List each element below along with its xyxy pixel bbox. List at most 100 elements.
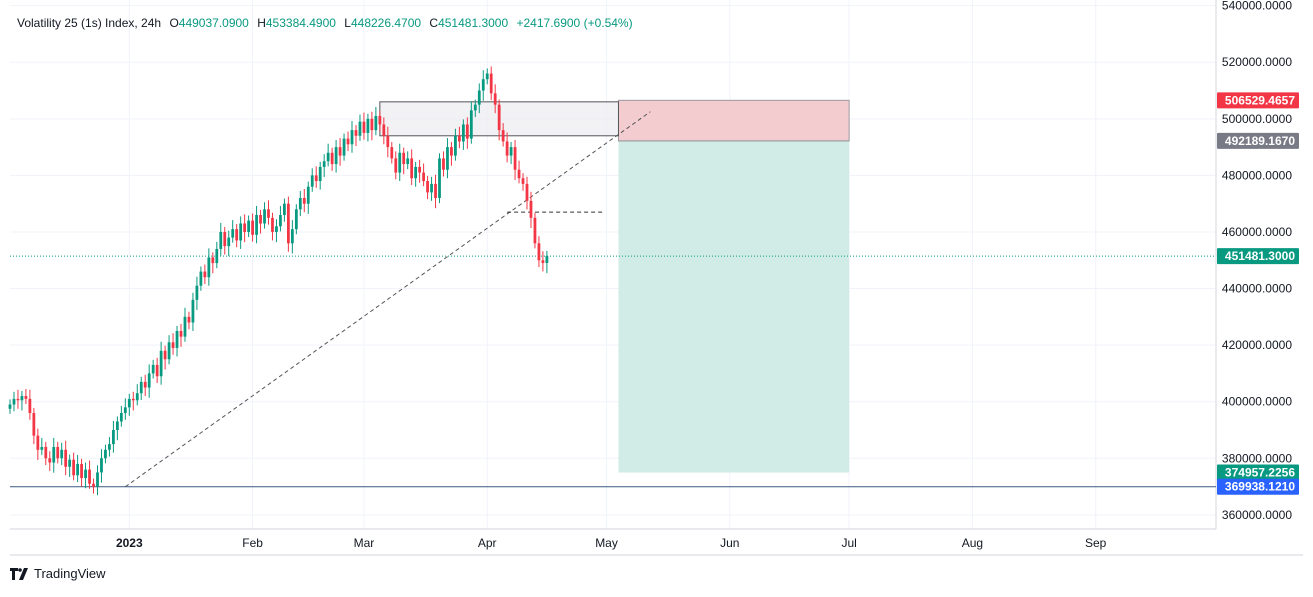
candle-body — [207, 257, 211, 278]
support-price-tag-text: 369938.1210 — [1225, 480, 1295, 494]
candle-body — [171, 342, 175, 348]
candle-body — [12, 398, 16, 405]
candle-body — [450, 147, 453, 156]
candle-body — [294, 209, 298, 230]
candle-body — [76, 463, 79, 476]
candle-body — [438, 158, 441, 199]
candle-body — [497, 104, 501, 131]
time-tick-label: Sep — [1085, 536, 1107, 550]
candle-body — [322, 161, 326, 167]
candle-body — [505, 141, 509, 156]
time-tick-label: Aug — [962, 536, 983, 550]
candle-body — [223, 231, 227, 247]
candle-body — [454, 135, 457, 156]
candle-body — [386, 135, 390, 148]
candle-body — [358, 121, 362, 136]
candle-body — [16, 398, 20, 401]
candle-body — [430, 183, 433, 193]
symbol-name: Volatility 25 (1s) Index, 24h — [17, 16, 162, 30]
time-tick-label: Mar — [354, 536, 375, 550]
tradingview-logo[interactable]: TradingView — [10, 566, 106, 581]
candle-body — [48, 458, 52, 463]
candle-body — [231, 229, 235, 238]
open-value: 449037.0900 — [178, 16, 249, 30]
candle-body — [183, 316, 187, 337]
stop-price-tag: 506529.4657 — [1217, 92, 1299, 109]
candle-body — [350, 130, 354, 145]
candle-body — [310, 175, 314, 187]
candle-body — [283, 203, 286, 215]
candle-body — [191, 299, 195, 323]
brand-name: TradingView — [34, 566, 106, 581]
price-tick-label: 360000.0000 — [1222, 508, 1292, 522]
candle-body — [318, 166, 322, 182]
tradingview-logo-icon — [10, 567, 28, 580]
candle-body — [414, 166, 418, 179]
candle-body — [481, 79, 485, 91]
current-price-tag-text: 451481.3000 — [1225, 249, 1295, 263]
open-label: O — [169, 16, 179, 30]
candle-body — [271, 217, 274, 232]
candle-body — [139, 381, 143, 394]
candle-body — [80, 463, 83, 479]
change-value: +2417.6900 (+0.54%) — [516, 16, 633, 30]
time-tick-label: Jun — [720, 536, 739, 550]
candle-body — [40, 446, 44, 450]
candle-body — [259, 214, 262, 224]
candle-body — [243, 223, 247, 232]
candle-body — [167, 342, 171, 360]
candle-body — [28, 398, 32, 414]
candle-body — [147, 373, 151, 388]
candle-body — [52, 446, 56, 463]
candle-body — [131, 398, 135, 401]
candle-body — [56, 446, 60, 459]
target-zone — [618, 140, 850, 473]
candle-body — [267, 209, 270, 218]
candle-body — [461, 124, 465, 142]
time-tick-label: Jul — [841, 536, 856, 550]
candle-body — [302, 198, 306, 204]
candle-body — [473, 104, 477, 111]
candle-body — [286, 203, 290, 244]
candle-body — [529, 200, 533, 218]
candle-body — [211, 257, 215, 264]
candle-body — [545, 256, 549, 263]
candle-body — [334, 147, 338, 165]
candle-body — [338, 147, 342, 156]
candle-body — [298, 198, 302, 210]
candle-body — [84, 469, 87, 479]
candle-body — [457, 135, 461, 142]
target-price-tag-bg — [1217, 464, 1299, 481]
candle-body — [501, 130, 505, 142]
symbol-legend: Volatility 25 (1s) Index, 24h O449037.09… — [17, 16, 633, 30]
close-value: 451481.3000 — [438, 16, 509, 30]
candle-body — [251, 220, 254, 235]
candle-body — [509, 147, 513, 156]
candle-body — [346, 138, 350, 145]
candle-body — [219, 231, 223, 249]
candle-body — [175, 330, 179, 348]
candle-body — [195, 285, 199, 300]
candle-body — [290, 229, 294, 244]
candle-body — [72, 459, 76, 476]
candle-body — [402, 152, 406, 165]
entry-price-tag-bg — [1217, 132, 1299, 149]
support-price-tag: 369938.1210 — [1217, 478, 1299, 495]
price-tick-label: 440000.0000 — [1222, 282, 1292, 296]
candle-body — [263, 209, 266, 224]
candle-body — [469, 110, 473, 139]
candle-body — [394, 158, 398, 173]
price-tick-label: 460000.0000 — [1222, 225, 1292, 239]
candle-body — [115, 421, 119, 430]
price-tick-label: 400000.0000 — [1222, 395, 1292, 409]
candle-body — [24, 396, 28, 399]
candle-body — [155, 364, 159, 377]
candle-body — [235, 229, 239, 241]
price-tick-label: 520000.0000 — [1222, 55, 1292, 69]
low-label: L — [344, 16, 351, 30]
candle-body — [485, 73, 489, 80]
candle-body — [127, 398, 131, 408]
candle-body — [521, 178, 525, 184]
